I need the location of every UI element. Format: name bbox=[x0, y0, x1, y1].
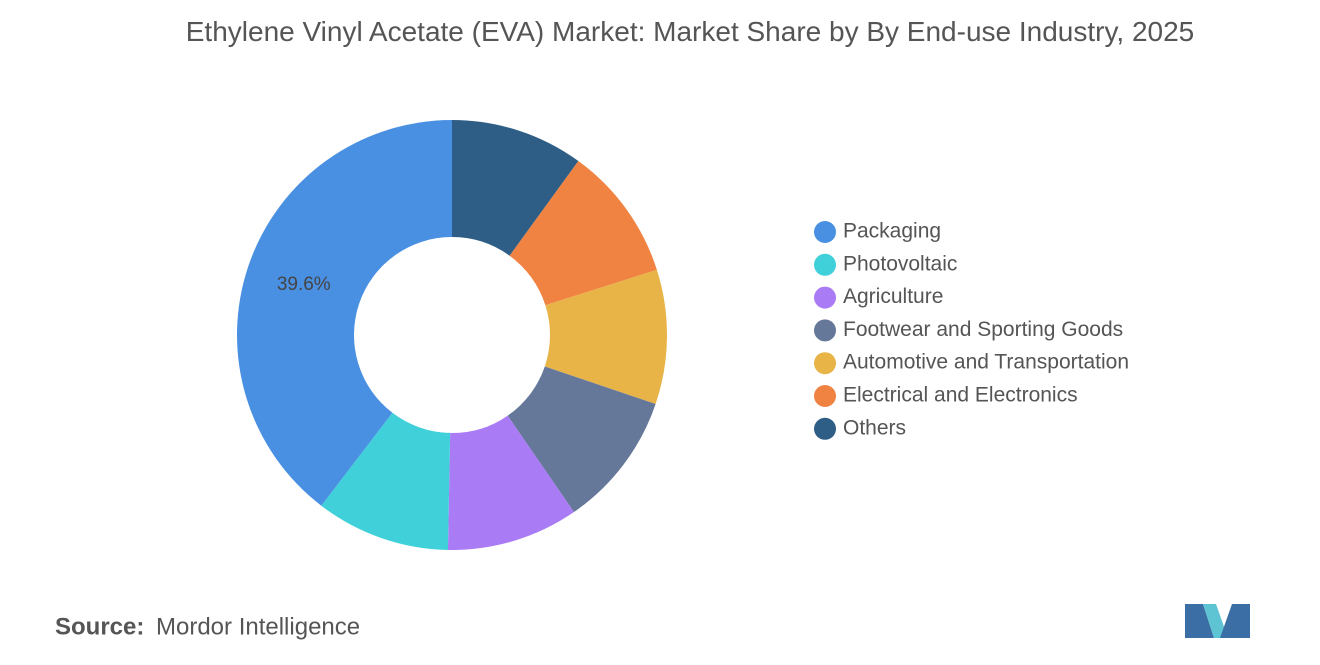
legend-marker bbox=[814, 417, 836, 440]
legend-marker bbox=[814, 319, 836, 342]
legend-text: Others bbox=[843, 416, 906, 439]
legend-text: Photovoltaic bbox=[843, 252, 957, 275]
source-label: Source: bbox=[55, 613, 144, 640]
donut-slice bbox=[507, 366, 656, 513]
legend-marker bbox=[814, 253, 836, 276]
legend-text: Automotive and Transportation bbox=[843, 351, 1129, 374]
donut-slice bbox=[509, 161, 657, 306]
donut-slice bbox=[452, 120, 579, 256]
donut-slice bbox=[321, 412, 451, 550]
legend-text: Agriculture bbox=[843, 285, 943, 308]
logo bbox=[1185, 604, 1250, 638]
donut-slice bbox=[544, 269, 667, 405]
donut-slice bbox=[237, 120, 452, 506]
source-text: Mordor Intelligence bbox=[156, 613, 360, 640]
legend-text: Packaging bbox=[843, 220, 941, 243]
legend-marker bbox=[814, 352, 836, 375]
donut-slice bbox=[447, 415, 574, 550]
legend-text: Electrical and Electronics bbox=[843, 384, 1078, 407]
legend-text: Footwear and Sporting Goods bbox=[843, 318, 1123, 341]
legend-marker bbox=[814, 385, 836, 407]
chart-title: Ethylene Vinyl Acetate (EVA) Market: Mar… bbox=[185, 16, 1195, 47]
legend-marker bbox=[814, 286, 836, 309]
legend-marker bbox=[814, 221, 836, 243]
data-label: 39.6% bbox=[277, 274, 331, 295]
